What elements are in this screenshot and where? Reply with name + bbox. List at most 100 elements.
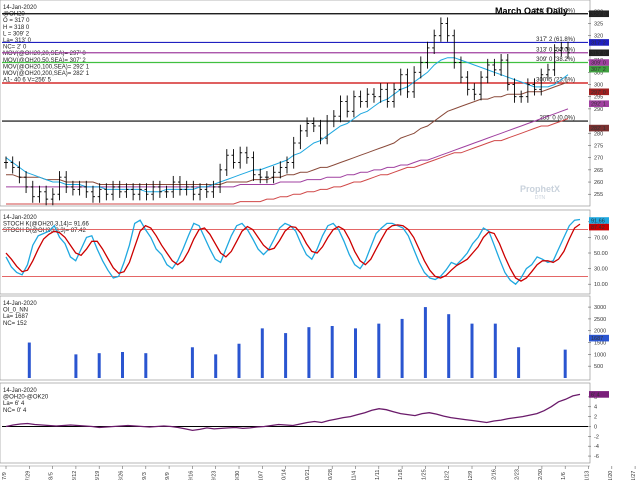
price-bar [184, 180, 189, 196]
price-bar [251, 151, 256, 181]
fib-level-label-3: 309' 0 (38.2%) [536, 57, 575, 63]
y-tick-label: 1500 [594, 341, 606, 347]
volume-bar [260, 328, 264, 378]
value-tag-text: 292' 1 [591, 102, 606, 108]
price-bar [198, 183, 203, 201]
price-bar [4, 156, 8, 169]
price-legend-1: MOV(@OH20,50,SEA)= 307' 2 [3, 58, 86, 64]
volume-header-line-0: 14-Jan-2020 [3, 301, 37, 307]
price-bar [231, 149, 236, 169]
price-bar [452, 29, 457, 69]
net-change-header-line-1: @OH20-@OK20 [3, 395, 49, 401]
x-tick-label: 10/21 [305, 469, 311, 480]
price-bar [97, 183, 102, 203]
y-tick-label: -6 [594, 454, 599, 460]
price-bar [392, 83, 397, 108]
price-bar [338, 95, 343, 123]
value-tag-0-3: 309' 0 [589, 59, 609, 67]
price-bar [398, 68, 403, 96]
volume-bar [237, 343, 241, 378]
volume-bar [517, 347, 521, 378]
x-tick-label: 12/23 [515, 469, 521, 480]
value-tag-text: 309' 0 [591, 61, 606, 67]
value-tag-bg [589, 100, 609, 107]
value-tag-bg [589, 65, 609, 73]
price-bar [418, 56, 423, 79]
price-bar [345, 95, 350, 118]
x-tick-label: 10/7 [258, 471, 264, 480]
price-bar [211, 180, 216, 198]
x-tick-label: 10/14 [282, 469, 288, 480]
x-tick-label: 1/6 [561, 472, 567, 480]
price-bar [519, 90, 524, 103]
value-tag-bg [589, 391, 609, 398]
fib-level-label-4: 300' 5 (23.6%) [536, 77, 575, 83]
price-bar [432, 29, 437, 54]
price-bar [545, 63, 550, 81]
value-tag-bg [589, 49, 609, 57]
volume-bar [354, 328, 357, 378]
price-bar [218, 163, 223, 194]
y-tick-label: -4 [594, 444, 599, 450]
x-tick-label: 9/3 [142, 472, 148, 480]
price-legend-0: MOV(@OH20,20,SEA)= 297' 0 [3, 51, 86, 57]
stochastic-legend-0: STOCH K(@OH20,3,14)= 91.66 [3, 222, 90, 228]
stochastic-legend-1: STOCH D(@OH20,3,3)= 87.42 [3, 228, 87, 234]
x-tick-label: 12/9 [468, 471, 474, 480]
x-tick-label: 7/9 [2, 472, 8, 480]
price-bar [532, 78, 537, 96]
value-tag-text: 6' 4 [591, 392, 600, 398]
price-bar [559, 41, 564, 57]
value-tag-bg [589, 124, 609, 132]
price-panel [0, 0, 591, 207]
y-tick-label: 300 [594, 82, 603, 88]
y-tick-label: 70.00 [594, 235, 608, 241]
ma200-line [6, 118, 569, 205]
price-bar [472, 83, 477, 101]
fib-level-label-0: 329' 0 (100.0%) [533, 8, 575, 14]
net-change-line [5, 393, 581, 432]
price-bar [331, 110, 336, 128]
stoch-d-line [5, 223, 581, 282]
price-bar [485, 58, 490, 84]
y-tick-label: 2000 [594, 329, 606, 335]
x-tick-label: 11/4 [352, 471, 358, 480]
price-bar [505, 54, 510, 91]
price-bar [271, 166, 276, 184]
price-bar [171, 175, 176, 198]
volume-bar [400, 318, 404, 378]
value-tag-text: 282' 1 [591, 126, 606, 132]
y-tick-label: 260 [594, 180, 603, 186]
volume-bar [97, 353, 101, 378]
price-bar [124, 183, 129, 198]
x-tick-label: 7/29 [25, 471, 31, 480]
price-bar [311, 117, 316, 133]
value-tag-text: 1687 [591, 336, 603, 342]
price-bar [204, 183, 209, 198]
x-tick-label: 9/30 [235, 471, 241, 480]
price-bar [512, 78, 517, 103]
x-tick-label: 1/27 [631, 471, 637, 480]
volume-header-line-1: OI_0_NN [3, 308, 28, 314]
value-tag-bg [589, 10, 609, 18]
price-bar [90, 185, 95, 203]
volume-bar [377, 323, 381, 378]
x-tick-label: 12/16 [491, 469, 497, 480]
price-bar [458, 56, 463, 84]
price-bar [525, 78, 530, 103]
value-tag-0-5: 297' 0 [589, 88, 609, 96]
volume-header-line-2: La= 1687 [3, 314, 29, 320]
value-tag-text: 313' 0 [591, 51, 606, 57]
x-tick-label: 8/19 [95, 471, 101, 480]
price-bar [238, 146, 243, 169]
price-bar [285, 156, 289, 174]
fib-level-label-1: 317' 2 (61.8%) [536, 37, 575, 43]
price-bar [405, 68, 410, 98]
price-bar [278, 161, 283, 179]
net-change-header-line-0: 14-Jan-2020 [3, 388, 37, 394]
volume-bar [330, 326, 334, 378]
price-bar [492, 58, 497, 76]
